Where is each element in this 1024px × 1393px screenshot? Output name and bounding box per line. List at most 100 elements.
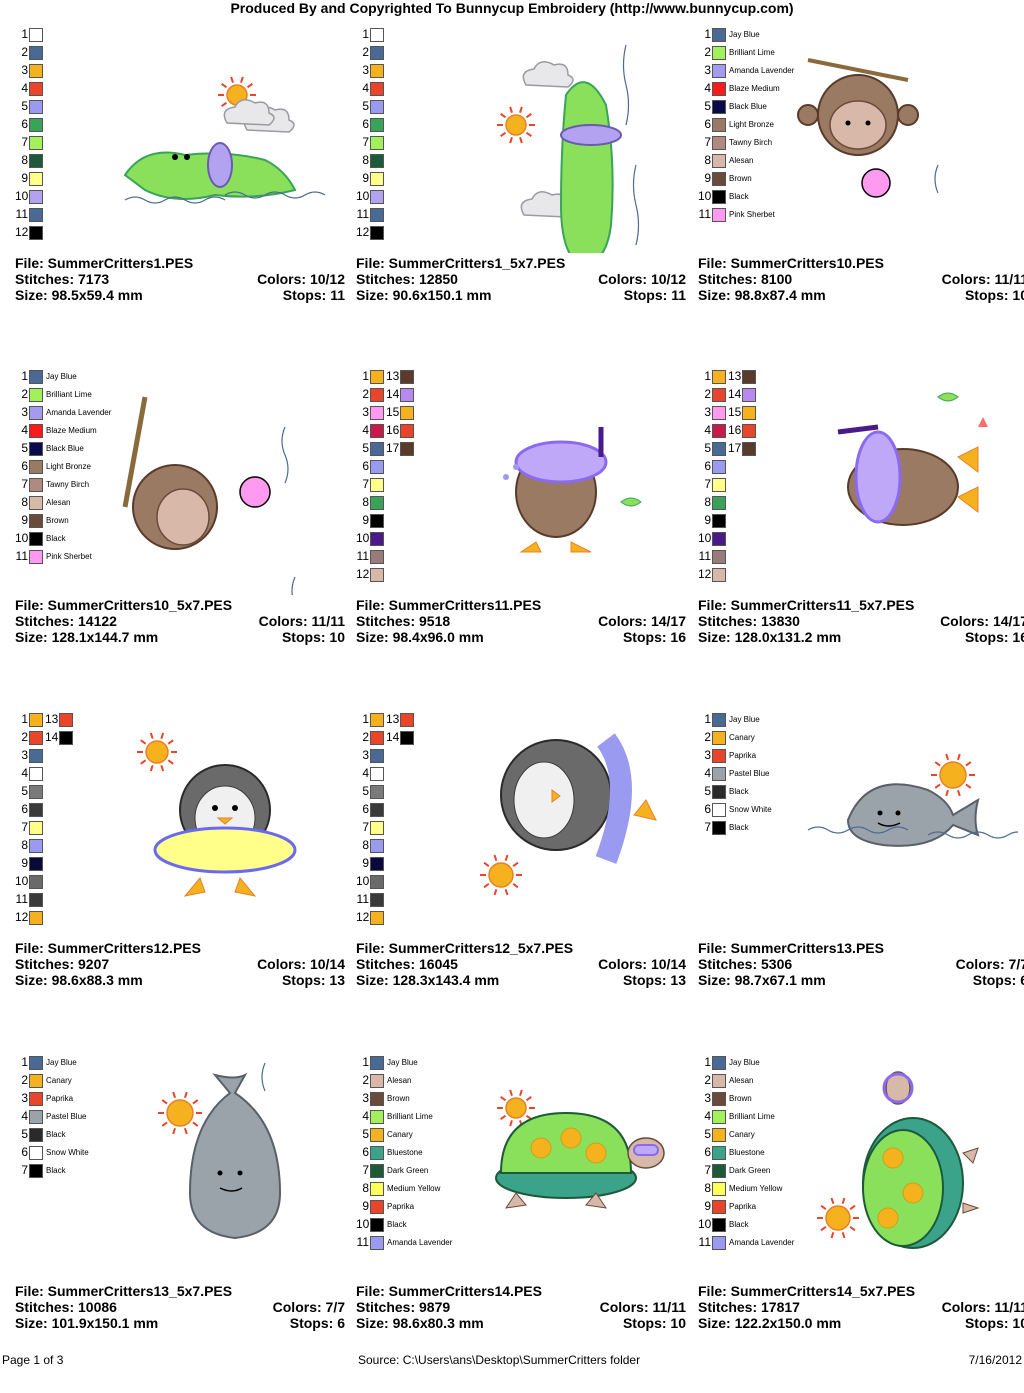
stitches-label: Stitches:: [356, 271, 419, 287]
colors-label: Colors:: [598, 956, 651, 972]
size-label: Size:: [356, 1315, 393, 1331]
stitches-label: Stitches:: [15, 613, 78, 629]
design-info: File: SummerCritters14.PES Stitches: 987…: [356, 1283, 686, 1331]
stitch-count: 5306: [761, 956, 792, 972]
file-name: SummerCritters1_5x7.PES: [389, 255, 566, 271]
design-preview-image: [698, 1053, 1018, 1286]
file-name: SummerCritters14_5x7.PES: [731, 1283, 915, 1299]
stitch-count: 9879: [419, 1299, 450, 1315]
file-name: SummerCritters14.PES: [389, 1283, 542, 1299]
size-label: Size:: [15, 1315, 52, 1331]
stitches-label: Stitches:: [356, 1299, 419, 1315]
stops-label: Stops:: [623, 972, 670, 988]
file-label: File:: [698, 940, 731, 956]
design-info: File: SummerCritters1_5x7.PES Stitches: …: [356, 255, 686, 303]
source-path: Source: C:\Users\ans\Desktop\SummerCritt…: [358, 1353, 640, 1367]
color-count: 14/17: [651, 613, 686, 629]
file-label: File:: [356, 255, 389, 271]
color-count: 11/11: [312, 613, 346, 629]
stitch-count: 8100: [761, 271, 792, 287]
size-label: Size:: [698, 629, 735, 645]
file-name: SummerCritters10.PES: [731, 255, 884, 271]
print-date: 7/16/2012: [969, 1353, 1022, 1367]
design-size: 128.0x131.2 mm: [735, 629, 842, 645]
stitch-count: 13830: [761, 613, 800, 629]
file-label: File:: [15, 1283, 48, 1299]
stop-count: 10: [670, 1315, 686, 1331]
colors-label: Colors:: [600, 1299, 653, 1315]
colors-label: Colors:: [257, 271, 310, 287]
file-name: SummerCritters13_5x7.PES: [48, 1283, 232, 1299]
design-size: 128.3x143.4 mm: [393, 972, 500, 988]
color-count: 7/7: [1009, 956, 1024, 972]
design-preview-image: [698, 25, 1018, 258]
design-size: 98.5x59.4 mm: [52, 287, 143, 303]
stops-label: Stops:: [965, 629, 1012, 645]
stop-count: 13: [329, 972, 345, 988]
page-header: Produced By and Copyrighted To Bunnycup …: [0, 0, 1024, 17]
page-number: Page 1 of 3: [2, 1353, 63, 1367]
color-count: 7/7: [326, 1299, 345, 1315]
size-label: Size:: [15, 629, 52, 645]
file-name: SummerCritters13.PES: [731, 940, 884, 956]
size-label: Size:: [698, 972, 735, 988]
size-label: Size:: [356, 972, 393, 988]
file-label: File:: [15, 597, 48, 613]
design-size: 98.6x88.3 mm: [52, 972, 143, 988]
file-label: File:: [356, 940, 389, 956]
design-info: File: SummerCritters1.PES Stitches: 7173…: [15, 255, 345, 303]
stitch-count: 14122: [78, 613, 117, 629]
colors-label: Colors:: [259, 613, 312, 629]
file-name: SummerCritters12_5x7.PES: [389, 940, 573, 956]
design-info: File: SummerCritters12_5x7.PES Stitches:…: [356, 940, 686, 988]
stop-count: 11: [671, 287, 686, 303]
colors-label: Colors:: [273, 1299, 326, 1315]
stops-label: Stops:: [290, 1315, 337, 1331]
size-label: Size:: [15, 287, 52, 303]
design-size: 98.8x87.4 mm: [735, 287, 826, 303]
stops-label: Stops:: [965, 287, 1012, 303]
color-count: 10/14: [651, 956, 686, 972]
file-name: SummerCritters11_5x7.PES: [731, 597, 915, 613]
stop-count: 11: [330, 287, 345, 303]
stitches-label: Stitches:: [698, 1299, 761, 1315]
design-preview-image: [15, 1053, 335, 1286]
color-count: 10/12: [310, 271, 345, 287]
design-size: 122.2x150.0 mm: [735, 1315, 842, 1331]
colors-label: Colors:: [598, 271, 651, 287]
stitch-count: 12850: [419, 271, 458, 287]
stitch-count: 17817: [761, 1299, 800, 1315]
design-preview-image: [356, 367, 676, 600]
design-preview-image: [698, 710, 1018, 943]
stops-label: Stops:: [623, 629, 670, 645]
design-size: 98.7x67.1 mm: [735, 972, 826, 988]
design-info: File: SummerCritters10.PES Stitches: 810…: [698, 255, 1024, 303]
design-preview-image: [15, 25, 335, 258]
stitches-label: Stitches:: [356, 613, 419, 629]
stitches-label: Stitches:: [15, 1299, 78, 1315]
file-label: File:: [698, 255, 731, 271]
design-preview-image: [698, 367, 1018, 600]
file-label: File:: [15, 255, 48, 271]
file-name: SummerCritters11.PES: [389, 597, 542, 613]
color-count: 11/11: [995, 271, 1024, 287]
size-label: Size:: [356, 287, 393, 303]
color-count: 11/11: [653, 1299, 687, 1315]
size-label: Size:: [15, 972, 52, 988]
stops-label: Stops:: [283, 287, 330, 303]
colors-label: Colors:: [942, 271, 995, 287]
page-footer: Page 1 of 3 Source: C:\Users\ans\Desktop…: [0, 1353, 1024, 1369]
colors-label: Colors:: [942, 1299, 995, 1315]
stitch-count: 7173: [78, 271, 109, 287]
design-preview-image: [356, 710, 676, 943]
design-size: 98.6x80.3 mm: [393, 1315, 484, 1331]
design-size: 101.9x150.1 mm: [52, 1315, 159, 1331]
colors-label: Colors:: [598, 613, 651, 629]
design-size: 98.4x96.0 mm: [393, 629, 484, 645]
stitches-label: Stitches:: [356, 956, 419, 972]
